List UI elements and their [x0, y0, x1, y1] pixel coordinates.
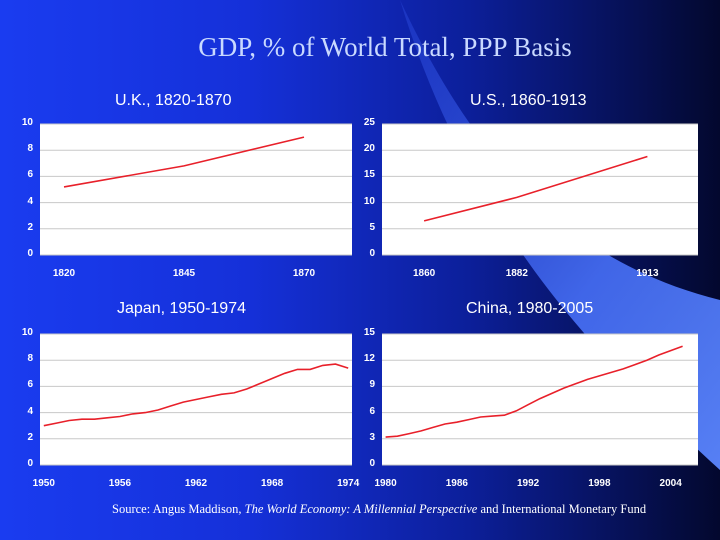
- x-tick-label: 1913: [636, 268, 659, 279]
- x-tick-label: 1845: [172, 268, 196, 279]
- y-tick-label: 15: [363, 169, 375, 181]
- y-tick-label: 15: [363, 327, 375, 338]
- chart-title-uk: U.K., 1820-1870: [115, 92, 232, 109]
- chart-title-us: U.S., 1860-1913: [470, 92, 587, 109]
- source-suffix: and International Monetary Fund: [477, 502, 647, 516]
- series-line-us: [423, 155, 648, 222]
- x-tick-label: 1962: [184, 478, 208, 489]
- y-tick-label: 8: [27, 143, 33, 155]
- y-tick-label: 2: [27, 431, 33, 443]
- x-tick-label: 1820: [52, 268, 76, 279]
- y-tick-label: 0: [27, 248, 33, 259]
- y-tick-label: 20: [363, 143, 375, 155]
- x-tick-label: 1950: [32, 478, 55, 489]
- x-tick-label: 1968: [260, 478, 284, 489]
- x-tick-label: 1882: [505, 268, 528, 279]
- chart-svg-japan: [40, 333, 352, 466]
- y-tick-label: 10: [21, 117, 33, 128]
- y-tick-label: 10: [363, 195, 375, 207]
- x-tick-label: 1860: [413, 268, 436, 279]
- x-tick-label: 1870: [292, 268, 316, 279]
- y-tick-label: 0: [369, 248, 375, 259]
- series-line-china: [385, 345, 683, 438]
- series-line-japan: [43, 363, 349, 427]
- chart-svg-us: [382, 123, 698, 256]
- y-tick-label: 8: [27, 353, 33, 365]
- y-tick-label: 12: [363, 353, 375, 365]
- y-tick-label: 5: [369, 221, 375, 233]
- y-tick-label: 4: [27, 195, 33, 207]
- chart-svg-uk: [40, 123, 352, 256]
- y-tick-label: 9: [369, 379, 375, 391]
- plot-area-uk: [40, 123, 352, 256]
- y-tick-label: 4: [27, 405, 33, 417]
- y-tick-label: 6: [27, 379, 33, 391]
- y-tick-label: 6: [27, 169, 33, 181]
- y-tick-label: 25: [363, 117, 375, 128]
- x-tick-label: 2004: [659, 478, 682, 489]
- plot-area-china: [382, 333, 698, 466]
- chart-title-china: China, 1980-2005: [466, 300, 594, 317]
- chart-svg-china: [382, 333, 698, 466]
- x-tick-label: 1956: [108, 478, 132, 489]
- plot-area-japan: [40, 333, 352, 466]
- x-tick-label: 1992: [516, 478, 540, 489]
- x-tick-label: 1986: [445, 478, 468, 489]
- x-tick-label: 1974: [337, 478, 360, 489]
- y-tick-label: 0: [369, 458, 375, 469]
- y-tick-label: 10: [21, 327, 33, 338]
- x-tick-label: 1998: [588, 478, 611, 489]
- source-note: Source: Angus Maddison, The World Econom…: [112, 502, 646, 517]
- y-tick-label: 0: [27, 458, 33, 469]
- plot-area-us: [382, 123, 698, 256]
- y-tick-label: 3: [369, 431, 375, 443]
- chart-title-japan: Japan, 1950-1974: [117, 300, 246, 317]
- source-book: The World Economy: A Millennial Perspect…: [244, 502, 478, 516]
- x-tick-label: 1980: [374, 478, 397, 489]
- series-line-uk: [63, 136, 305, 188]
- source-prefix: Source: Angus Maddison,: [112, 502, 245, 516]
- y-tick-label: 2: [27, 221, 33, 233]
- y-tick-label: 6: [369, 405, 375, 417]
- slide-title: GDP, % of World Total, PPP Basis: [198, 32, 572, 62]
